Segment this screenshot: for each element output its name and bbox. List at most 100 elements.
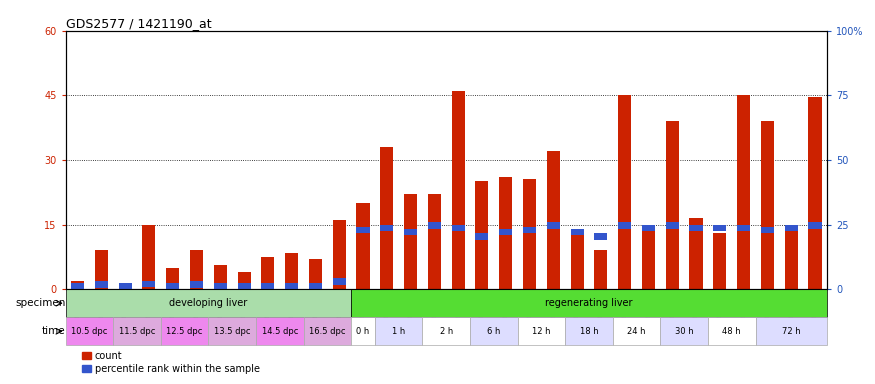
Bar [612,317,661,345]
Bar [262,283,275,289]
Bar [309,283,322,289]
Bar [518,317,565,345]
Text: 6 h: 6 h [487,327,500,336]
Bar [618,95,631,289]
Bar [404,194,417,289]
Bar [381,225,394,231]
Bar [708,317,755,345]
Bar [499,229,512,235]
Bar [304,317,351,345]
Legend: count, percentile rank within the sample: count, percentile rank within the sample [78,347,263,378]
Text: 13.5 dpc: 13.5 dpc [214,327,250,336]
Text: 14.5 dpc: 14.5 dpc [262,327,298,336]
Bar [523,227,536,233]
Bar [262,257,275,289]
Text: 12.5 dpc: 12.5 dpc [166,327,203,336]
Bar [785,227,798,289]
Bar [523,179,536,289]
Bar [118,283,131,289]
Bar [666,222,679,229]
Text: 16.5 dpc: 16.5 dpc [309,327,346,336]
Bar [161,317,208,345]
Text: 11.5 dpc: 11.5 dpc [119,327,155,336]
Bar [190,250,203,289]
Bar [237,272,250,289]
Bar [66,317,113,345]
Bar [374,317,423,345]
Bar [237,283,250,289]
Bar [381,147,394,289]
Bar [356,203,369,289]
Text: 72 h: 72 h [782,327,801,336]
Bar [452,225,465,231]
Text: 30 h: 30 h [675,327,694,336]
Bar [143,281,156,287]
Bar [808,98,822,289]
Bar [470,317,518,345]
Bar [71,283,84,289]
Text: 12 h: 12 h [532,327,550,336]
Bar [475,182,488,289]
Bar [208,317,256,345]
Text: 10.5 dpc: 10.5 dpc [71,327,108,336]
Text: developing liver: developing liver [169,298,248,308]
Bar [761,121,774,289]
Bar [737,225,750,231]
Bar [570,231,584,289]
Text: 0 h: 0 h [356,327,369,336]
Bar [737,95,750,289]
Bar [570,229,584,235]
Bar [565,317,612,345]
Text: 2 h: 2 h [439,327,453,336]
Bar [594,233,607,240]
Bar [332,220,346,289]
Bar [690,225,703,231]
Bar [547,222,560,229]
Bar [785,225,798,231]
Bar [713,225,726,231]
Text: 18 h: 18 h [579,327,598,336]
Bar [309,259,322,289]
Bar [351,317,374,345]
Bar [499,177,512,289]
Bar [113,317,161,345]
Bar [755,317,827,345]
Bar [118,287,131,289]
Bar [143,225,156,289]
Text: specimen: specimen [15,298,66,308]
Bar [256,317,304,345]
Text: regenerating liver: regenerating liver [545,298,633,308]
Text: GDS2577 / 1421190_at: GDS2577 / 1421190_at [66,17,211,30]
Bar [404,229,417,235]
Bar [166,268,179,289]
Bar [94,281,108,288]
Bar [94,250,108,289]
Bar [690,218,703,289]
Bar [642,231,655,289]
Bar [594,250,607,289]
Bar [547,151,560,289]
Bar [71,281,84,289]
Bar [808,222,822,229]
Bar [452,91,465,289]
Text: 24 h: 24 h [627,327,646,336]
Bar [761,227,774,233]
Bar [214,283,227,289]
Text: 1 h: 1 h [392,327,405,336]
Bar [618,222,631,229]
Bar [285,253,298,289]
Bar [666,121,679,289]
Text: time: time [42,326,66,336]
Bar [351,289,827,317]
Bar [475,233,488,240]
Bar [190,281,203,288]
Text: 48 h: 48 h [723,327,741,336]
Bar [66,289,351,317]
Bar [642,225,655,231]
Bar [428,222,441,229]
Bar [713,233,726,289]
Bar [661,317,708,345]
Bar [214,265,227,289]
Bar [356,227,369,233]
Bar [428,194,441,289]
